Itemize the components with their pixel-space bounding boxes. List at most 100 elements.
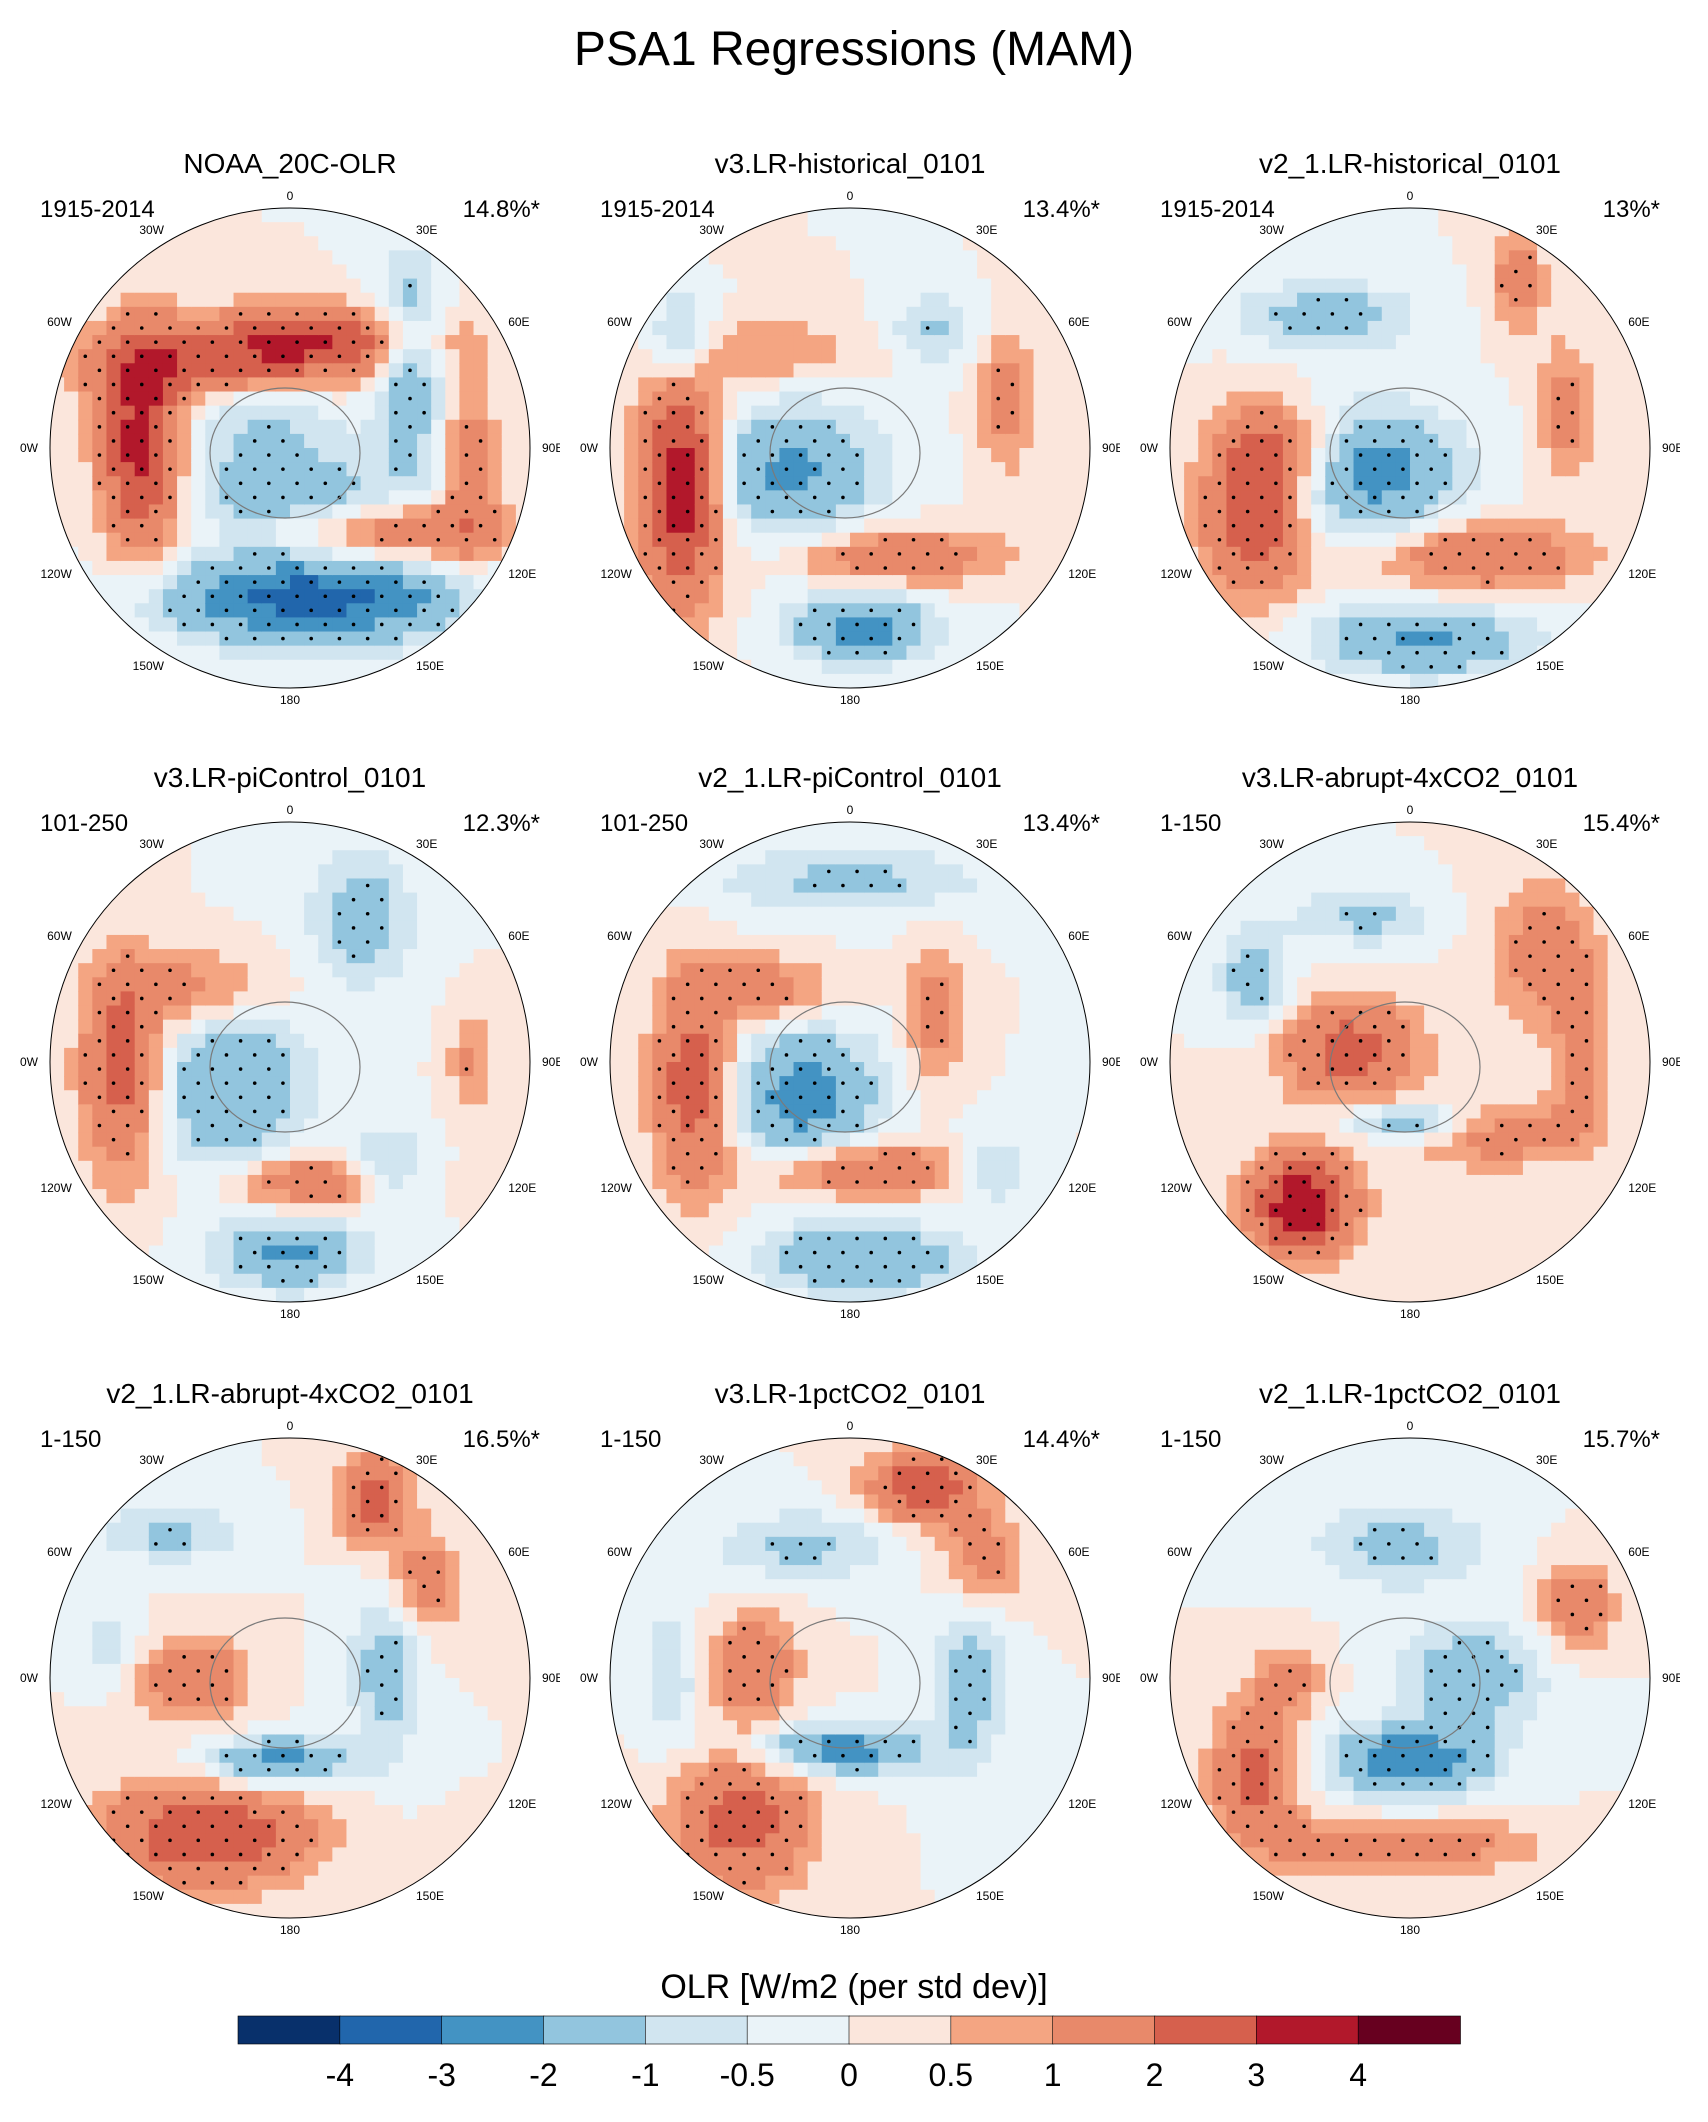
map-cell	[624, 490, 639, 506]
map-cell	[765, 1047, 781, 1063]
map-cell	[275, 208, 291, 223]
map-cell	[304, 560, 319, 576]
map-cell	[1452, 377, 1468, 393]
map-cell	[290, 278, 305, 294]
map-cell	[275, 419, 291, 435]
significance-dot	[252, 580, 257, 584]
map-cell	[247, 977, 263, 993]
map-cell	[134, 532, 150, 548]
map-cell	[638, 1090, 653, 1105]
map-cell	[445, 1189, 461, 1204]
map-cell	[977, 349, 992, 364]
map-cell	[737, 575, 752, 590]
map-cell	[64, 504, 79, 520]
significance-dot	[897, 552, 902, 556]
map-cell	[501, 335, 517, 350]
map-cell	[247, 292, 263, 308]
map-cell	[120, 518, 136, 534]
map-cell	[793, 631, 809, 647]
map-cell	[1325, 433, 1341, 449]
significance-dot	[1457, 665, 1462, 669]
map-cell	[487, 1104, 503, 1120]
map-cell	[1635, 363, 1650, 379]
map-cell	[1061, 504, 1077, 520]
map-cell	[680, 377, 696, 393]
map-cell	[473, 532, 489, 548]
map-cell	[50, 1005, 65, 1021]
map-cell	[360, 518, 376, 534]
significance-dot	[883, 566, 888, 570]
significance-dot	[238, 566, 243, 570]
map-cell	[850, 1245, 865, 1261]
map-cell	[1508, 419, 1524, 435]
map-cell	[120, 278, 136, 294]
significance-dot	[1556, 566, 1561, 570]
map-cell	[1438, 264, 1453, 280]
map-cell	[850, 631, 865, 647]
map-cell	[459, 1132, 475, 1148]
map-cell	[1537, 292, 1552, 308]
map-cell	[1607, 335, 1623, 350]
map-cell	[1438, 349, 1453, 364]
map-cell	[694, 306, 710, 322]
map-cell	[148, 1019, 164, 1035]
map-cell	[850, 1005, 865, 1021]
map-cell	[388, 560, 404, 576]
map-cell	[1381, 264, 1397, 280]
map-cell	[638, 949, 653, 964]
map-cell	[120, 991, 136, 1007]
map-cell	[751, 1160, 766, 1176]
map-cell	[1033, 589, 1049, 604]
significance-dot	[827, 509, 831, 514]
map-cell	[445, 476, 461, 491]
map-cell	[261, 645, 277, 661]
map-cell	[793, 349, 809, 364]
map-cell	[1579, 504, 1595, 520]
map-cell	[261, 236, 277, 251]
map-cell	[737, 532, 752, 548]
map-cell	[360, 448, 376, 463]
map-cell	[1410, 589, 1425, 604]
map-cell	[1282, 504, 1298, 520]
map-cell	[1353, 433, 1369, 449]
map-cell	[1480, 335, 1496, 350]
map-cell	[162, 250, 178, 266]
map-cell	[487, 462, 503, 477]
map-cell	[1607, 575, 1623, 590]
map-cell	[1480, 405, 1496, 421]
map-cell	[275, 1287, 291, 1302]
map-cell	[821, 560, 837, 576]
map-cell	[1438, 504, 1453, 520]
map-cell	[233, 349, 249, 364]
map-cell	[261, 892, 277, 908]
map-cell	[1551, 335, 1566, 350]
significance-dot	[408, 622, 412, 627]
map-cell	[821, 391, 837, 407]
map-cell	[1240, 518, 1256, 534]
map-cell	[765, 991, 781, 1007]
map-cell	[275, 363, 291, 379]
map-cell	[624, 977, 639, 993]
map-cell	[708, 1217, 724, 1233]
map-cell	[1240, 278, 1256, 294]
map-cell	[722, 1104, 738, 1120]
map-cell	[835, 560, 851, 576]
map-cell	[50, 490, 65, 506]
map-cell	[346, 603, 362, 619]
map-cell	[162, 878, 178, 894]
map-cell	[835, 278, 851, 294]
map-cell	[892, 391, 908, 407]
map-cell	[708, 1203, 724, 1218]
map-cell	[318, 977, 333, 993]
significance-dot	[756, 495, 761, 500]
map-cell	[1424, 405, 1439, 421]
map-cell	[1593, 335, 1609, 350]
significance-dot	[1471, 622, 1476, 627]
map-cell	[120, 1160, 136, 1176]
map-cell	[247, 236, 263, 251]
map-cell	[515, 504, 530, 520]
map-cell	[346, 1104, 362, 1120]
map-cell	[106, 906, 122, 922]
significance-dot	[1570, 439, 1575, 443]
map-cell	[722, 977, 738, 993]
